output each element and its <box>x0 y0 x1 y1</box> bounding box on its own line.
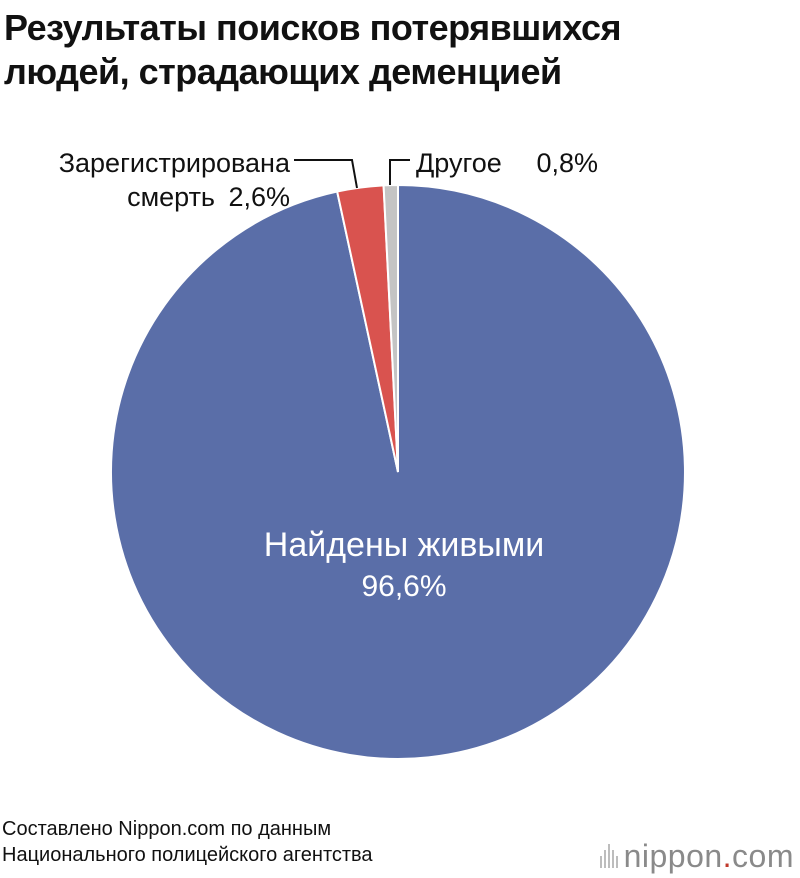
label-death-line-1: Зарегистрирована <box>59 148 291 178</box>
logo-wordmark: nippon.com <box>624 838 794 875</box>
pie-slices <box>110 183 686 760</box>
logo-dot: . <box>722 837 733 874</box>
label-death-line-2: смерть <box>127 182 215 212</box>
logo-name: nippon <box>623 837 723 874</box>
slice-other <box>382 183 399 473</box>
leader-line-other <box>389 159 410 185</box>
chart-title: Результаты поисков потерявшихся людей, с… <box>4 6 794 94</box>
logo-suffix: com <box>732 837 794 874</box>
nippon-logo: nippon.com <box>599 838 794 875</box>
value-death: 2,6% <box>228 182 290 212</box>
chart-title-line-2: людей, страдающих деменцией <box>4 51 562 92</box>
chart-title-line-1: Результаты поисков потерявшихся <box>4 7 622 48</box>
value-other: 0,8% <box>536 148 598 178</box>
label-other: Другое <box>416 148 502 178</box>
source-note: Составлено Nippon.com по данным Национал… <box>2 816 373 868</box>
leader-line-death <box>294 159 358 189</box>
value-alive: 96,6% <box>361 570 446 603</box>
source-line-2: Национального полицейского агентства <box>2 844 373 866</box>
label-alive: Найдены живыми <box>264 526 544 564</box>
source-line-1: Составлено Nippon.com по данным <box>2 818 332 840</box>
signal-bars-icon <box>599 844 618 868</box>
